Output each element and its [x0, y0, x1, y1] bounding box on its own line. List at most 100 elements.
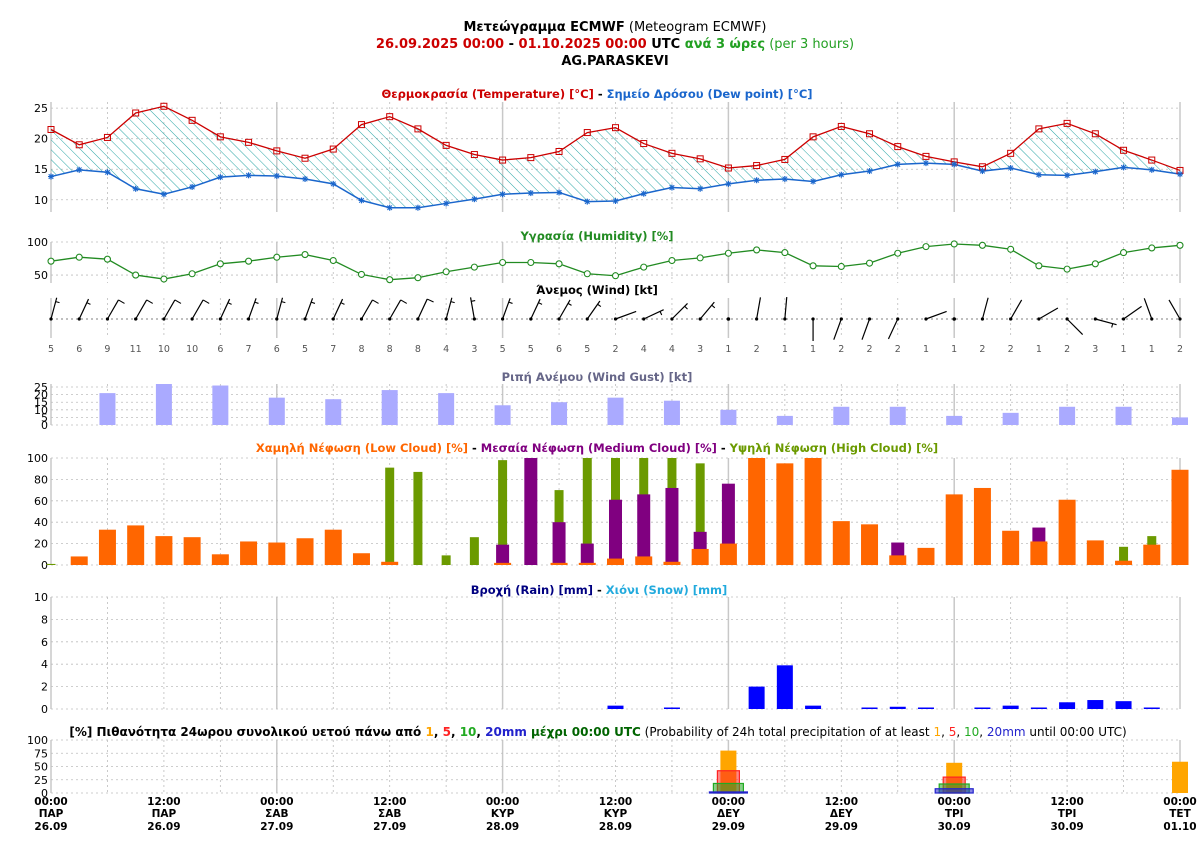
y-tick-label: 50 — [34, 269, 48, 282]
y-tick-label: 0 — [41, 703, 48, 716]
wind-speed-label: 5 — [48, 344, 54, 355]
humidity-point — [245, 257, 253, 265]
x-label-day: ΤΡΙ — [945, 808, 964, 820]
high-cloud-bar — [695, 463, 705, 565]
meteogram-period: 26.09.2025 00:00 - 01.10.2025 00:00 UTC … — [376, 37, 854, 52]
y-tick-label: 40 — [34, 516, 48, 529]
medium-cloud-bar — [609, 499, 622, 565]
dewpoint-point — [189, 183, 196, 190]
wind-barb — [1037, 307, 1059, 321]
x-label-day: ΤΡΙ — [1058, 808, 1077, 820]
rain-panel-title: Βροχή (Rain) [mm] - Χιόνι (Snow) [mm] — [471, 583, 728, 597]
temperature-point — [1063, 119, 1071, 127]
low-cloud-bar — [748, 458, 766, 565]
gust-bar — [1172, 417, 1188, 425]
high-cloud-bar — [1119, 546, 1129, 565]
x-label-time: 00:00 — [260, 796, 293, 808]
low-cloud-bar — [381, 561, 399, 565]
temperature-point — [75, 141, 83, 149]
wind-speed-label: 5 — [584, 344, 590, 355]
medium-cloud-bar — [665, 487, 679, 565]
low-cloud-bar — [635, 556, 653, 565]
wind-speed-label: 2 — [754, 344, 760, 355]
humidity-point — [132, 271, 140, 279]
temperature-point — [668, 149, 676, 157]
humidity-point — [809, 262, 817, 270]
y-tick-label: 80 — [34, 473, 48, 486]
temperature-point — [1120, 146, 1128, 154]
humidity-point — [668, 256, 676, 265]
temperature-point — [357, 121, 365, 129]
humidity-point — [1007, 245, 1015, 253]
low-cloud-bar — [352, 553, 370, 565]
dewpoint-point — [951, 161, 958, 168]
dewpoint-point — [1007, 165, 1014, 171]
wind-barb — [887, 317, 900, 340]
gust-bar — [551, 402, 568, 425]
dewpoint-point — [838, 171, 845, 178]
humidity-point — [583, 270, 591, 278]
humidity-point — [470, 263, 478, 271]
humidity-point — [894, 249, 902, 257]
station-name: AG.PARASKEVI — [561, 54, 668, 69]
gust-bar — [1059, 406, 1076, 425]
wind-speed-label: 10 — [186, 344, 198, 355]
temperature-point — [470, 151, 478, 159]
wind-barb — [613, 310, 637, 321]
humidity-point — [1176, 241, 1184, 249]
y-tick-label: 6 — [41, 636, 48, 649]
wind-speed-label: 2 — [838, 344, 844, 355]
dewpoint-point — [668, 184, 675, 191]
y-tick-label: 10 — [34, 404, 48, 417]
rain-bar — [917, 707, 934, 709]
dewpoint-point — [640, 190, 647, 197]
low-cloud-bar — [240, 541, 258, 565]
wind-speed-label: 2 — [979, 344, 985, 355]
humidity-point — [414, 274, 422, 282]
gust-bar — [663, 400, 680, 425]
y-tick-label: 60 — [34, 495, 48, 508]
wind-barb — [585, 300, 602, 321]
temperature-point — [724, 164, 732, 172]
humidity-point — [753, 246, 761, 254]
wind-barb — [190, 299, 210, 321]
high-cloud-bar — [385, 467, 395, 565]
temperature-point — [555, 148, 563, 155]
dewpoint-point — [217, 174, 224, 181]
wind-speed-label: 1 — [782, 344, 788, 355]
humidity-point — [442, 268, 450, 276]
x-label-time: 12:00 — [1050, 796, 1083, 808]
wind-barb — [698, 301, 716, 321]
high-cloud-bar — [413, 471, 423, 565]
x-label-date: 26.09 — [34, 821, 67, 833]
gust-bar — [99, 393, 116, 425]
gust-bar — [268, 397, 285, 425]
dewpoint-point — [104, 169, 111, 176]
low-cloud-bar — [70, 556, 88, 565]
temperature-point — [837, 122, 845, 130]
high-cloud-bar — [441, 555, 451, 565]
temperature-point — [612, 124, 619, 132]
temperature-point — [132, 109, 140, 117]
low-cloud-bar — [324, 529, 342, 565]
y-tick-label: 100 — [27, 452, 48, 465]
dewpoint-point — [753, 177, 760, 184]
dewpoint-point — [160, 191, 167, 198]
rain-bar — [1059, 702, 1076, 709]
x-label-time: 00:00 — [34, 796, 67, 808]
humidity-point — [865, 259, 874, 267]
low-cloud-bar — [1086, 540, 1104, 565]
low-cloud-bar — [804, 458, 822, 565]
gust-bar — [833, 406, 850, 425]
low-cloud-bar — [550, 562, 568, 565]
humidity-point — [499, 258, 507, 267]
y-tick-label: 0 — [41, 559, 48, 572]
wind-barb — [755, 297, 762, 321]
low-cloud-bar — [211, 554, 229, 565]
low-cloud-bar — [578, 562, 596, 565]
low-cloud-bar — [1030, 541, 1048, 565]
x-label-time: 00:00 — [1163, 796, 1196, 808]
temperature-point — [894, 143, 902, 151]
y-tick-label: 5 — [41, 411, 48, 424]
x-label-date: 28.09 — [599, 821, 632, 833]
